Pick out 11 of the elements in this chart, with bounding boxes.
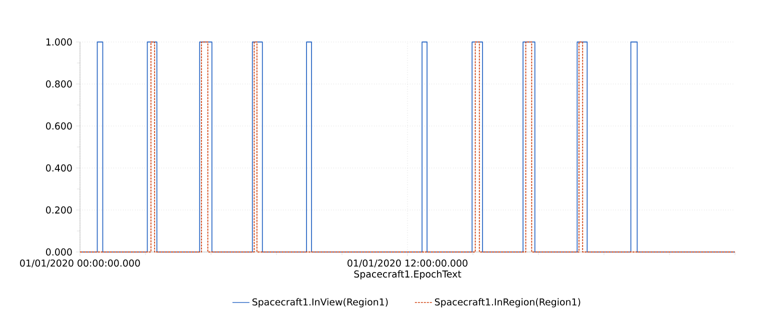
- y-tick-label: 0.000: [46, 248, 72, 256]
- y-tick-label: 0.800: [46, 80, 72, 88]
- x-axis-title: Spacecraft1.EpochText: [354, 270, 462, 280]
- x-tick-label: 01/01/2020 00:00:00.000: [20, 260, 140, 268]
- x-tick-label: 01/01/2020 12:00:00.000: [348, 260, 468, 268]
- y-tick-label: 0.200: [46, 206, 72, 214]
- legend-label: Spacecraft1.InRegion(Region1): [434, 298, 580, 308]
- y-tick-label: 0.400: [46, 164, 72, 172]
- legend-label: Spacecraft1.InView(Region1): [252, 298, 388, 308]
- y-tick-label: 0.600: [46, 122, 72, 130]
- y-tick-label: 1.000: [46, 38, 72, 46]
